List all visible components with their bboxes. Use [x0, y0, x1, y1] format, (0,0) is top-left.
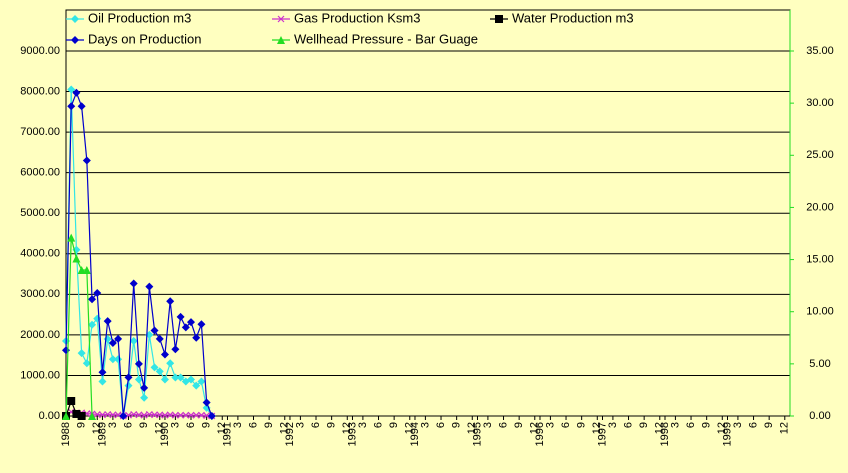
- y-tick-label: 9000.00: [20, 45, 60, 57]
- data-point: [78, 412, 86, 420]
- x-tick-label: 6: [310, 422, 322, 428]
- y-tick-label: 7000.00: [20, 126, 60, 138]
- x-tick-label: 6: [435, 422, 447, 428]
- x-tick-label: 9: [763, 422, 775, 428]
- x-tick-label: 6: [185, 422, 197, 428]
- background: [0, 0, 848, 473]
- y2-tick-label: 20.00: [806, 201, 834, 213]
- y2-tick-label: 15.00: [806, 253, 834, 265]
- y-tick-label: 4000.00: [20, 248, 60, 260]
- x-tick-label: 3: [732, 422, 744, 428]
- y2-tick-label: 5.00: [809, 358, 830, 370]
- x-tick-label: 9: [326, 422, 338, 428]
- legend-label: Gas Production Ksm3: [294, 10, 420, 25]
- data-point: [67, 397, 75, 405]
- x-tick-label: 6: [622, 422, 634, 428]
- x-tick-label: 1988: [60, 422, 72, 446]
- x-tick-label: 12: [779, 422, 791, 434]
- x-tick-label: 9: [451, 422, 463, 428]
- y-tick-label: 8000.00: [20, 85, 60, 97]
- x-tick-label: 3: [544, 422, 556, 428]
- x-tick-label: 3: [107, 422, 119, 428]
- x-tick-label: 6: [497, 422, 509, 428]
- x-tick-label: 3: [294, 422, 306, 428]
- x-tick-label: 9: [76, 422, 88, 428]
- x-tick-label: 3: [482, 422, 494, 428]
- x-tick-label: 6: [685, 422, 697, 428]
- y2-tick-label: 35.00: [806, 45, 834, 57]
- x-tick-label: 6: [372, 422, 384, 428]
- legend-label: Oil Production m3: [88, 10, 191, 25]
- x-tick-label: 9: [513, 422, 525, 428]
- legend-label: Days on Production: [88, 31, 201, 46]
- y2-tick-label: 0.00: [809, 410, 830, 422]
- legend-marker: [495, 15, 503, 23]
- x-tick-label: 9: [263, 422, 275, 428]
- x-tick-label: 6: [122, 422, 134, 428]
- x-tick-label: 3: [669, 422, 681, 428]
- x-tick-label: 3: [419, 422, 431, 428]
- y2-tick-label: 25.00: [806, 149, 834, 161]
- x-tick-label: 3: [357, 422, 369, 428]
- x-tick-label: 6: [560, 422, 572, 428]
- x-tick-label: 9: [701, 422, 713, 428]
- chart: 0.00 1000.00 2000.00 3000.00 4000.00 5000.00 6…: [0, 0, 848, 473]
- x-tick-label: 3: [607, 422, 619, 428]
- x-tick-label: 9: [201, 422, 213, 428]
- y2-tick-label: 10.00: [806, 306, 834, 318]
- legend-label: Water Production m3: [512, 10, 634, 25]
- x-tick-label: 6: [247, 422, 259, 428]
- y-tick-label: 0.00: [39, 410, 60, 422]
- y-tick-label: 6000.00: [20, 167, 60, 179]
- legend-label: Wellhead Pressure - Bar Guage: [294, 31, 478, 46]
- x-tick-label: 3: [232, 422, 244, 428]
- y-tick-label: 5000.00: [20, 207, 60, 219]
- x-tick-label: 9: [576, 422, 588, 428]
- x-tick-label: 9: [138, 422, 150, 428]
- y-tick-label: 2000.00: [20, 329, 60, 341]
- y-tick-label: 1000.00: [20, 369, 60, 381]
- x-tick-label: 9: [638, 422, 650, 428]
- x-tick-label: 6: [747, 422, 759, 428]
- x-tick-label: 3: [169, 422, 181, 428]
- x-tick-label: 9: [388, 422, 400, 428]
- y2-tick-label: 30.00: [806, 97, 834, 109]
- y-tick-label: 3000.00: [20, 288, 60, 300]
